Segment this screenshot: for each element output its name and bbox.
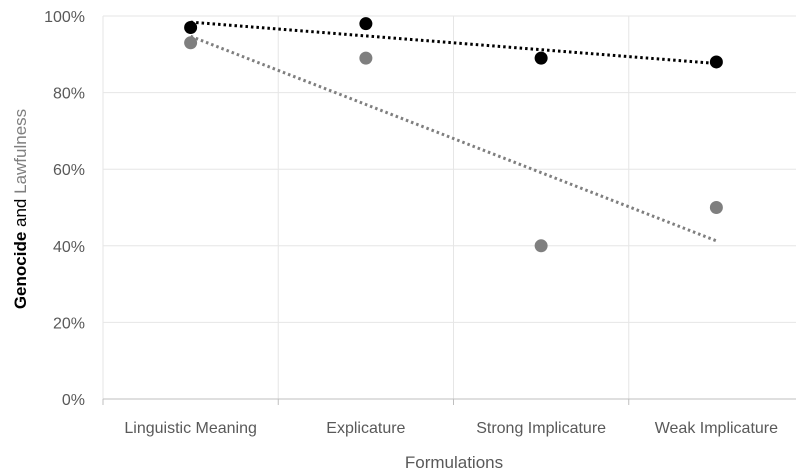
data-point: [709, 55, 723, 69]
y-tick-label: 0%: [62, 392, 85, 409]
y-tick-label: 60%: [53, 162, 85, 179]
data-point: [184, 36, 198, 50]
y-axis-title-genocide: Genocide: [11, 232, 30, 309]
data-point: [359, 17, 373, 31]
x-axis-ticks: [102, 399, 630, 405]
x-tick-label: Weak Implicature: [655, 420, 778, 437]
data-point: [359, 51, 373, 65]
y-tick-label: 100%: [44, 9, 85, 26]
data-point: [184, 20, 198, 34]
y-axis-title-and: and: [11, 194, 30, 232]
gridlines: [102, 15, 796, 399]
y-axis-title: Genocide and Lawfulness: [11, 109, 30, 309]
trendline: [190, 34, 717, 243]
y-axis-tick-labels: 0% 20% 40% 60% 80% 100%: [44, 9, 85, 409]
x-tick-label: Explicature: [326, 420, 405, 437]
trendlines: [190, 20, 717, 243]
x-tick-label: Linguistic Meaning: [124, 420, 257, 437]
data-points: [184, 17, 723, 253]
y-tick-label: 40%: [53, 239, 85, 256]
y-axis-title-lawfulness: Lawfulness: [11, 109, 30, 194]
x-axis-tick-labels: Linguistic Meaning Explicature Strong Impl…: [124, 420, 778, 437]
y-tick-label: 20%: [53, 315, 85, 332]
data-point: [709, 201, 723, 214]
data-point: [534, 239, 548, 253]
y-tick-label: 80%: [53, 86, 85, 103]
x-axis-title: Formulations: [405, 453, 503, 472]
x-tick-label: Strong Implicature: [476, 420, 606, 437]
data-point: [534, 51, 548, 65]
